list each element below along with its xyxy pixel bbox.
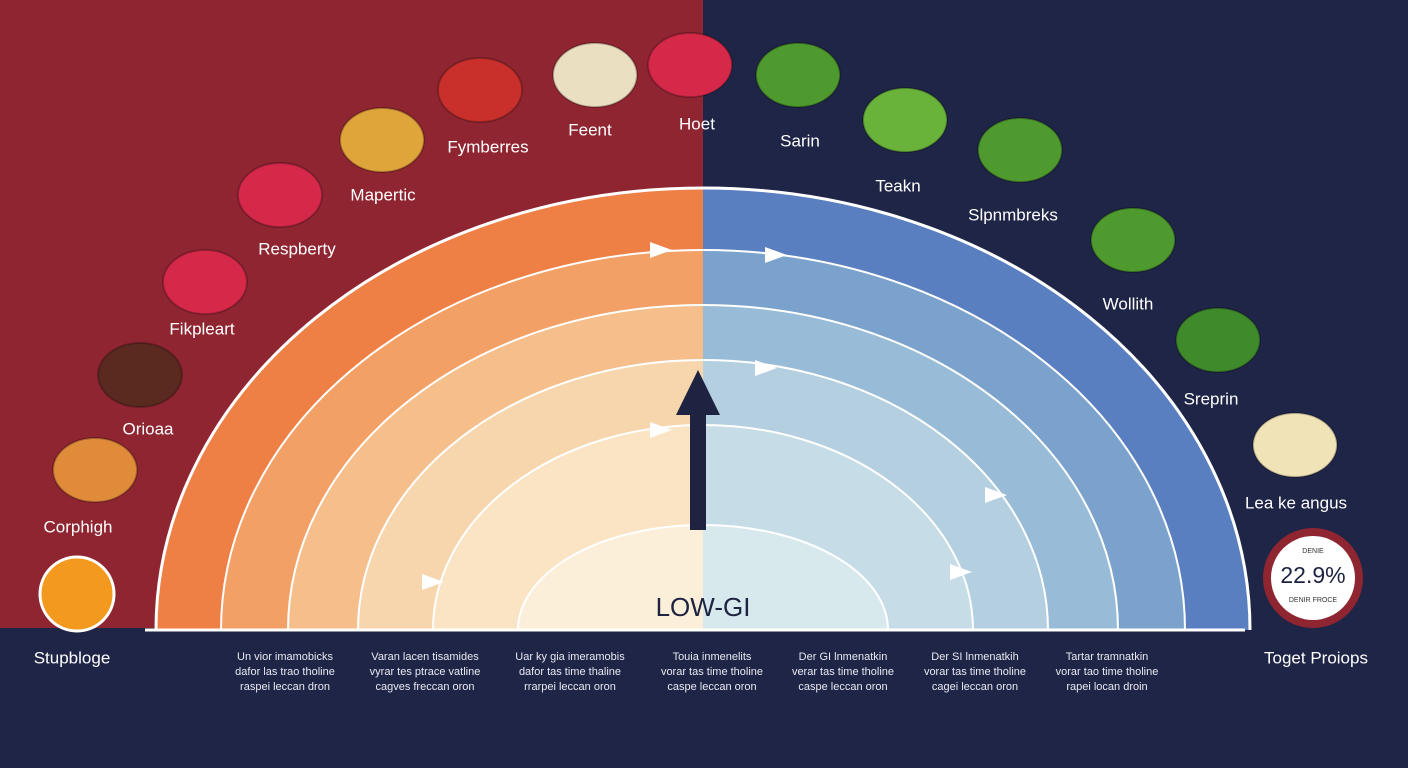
arc-line — [357, 359, 1049, 631]
food-icon — [339, 107, 425, 173]
food-icon — [552, 42, 638, 108]
column-text: Der GI lnmenatkin — [799, 651, 888, 663]
food-label: Hoet — [679, 114, 715, 133]
column-text: Touia inmenelits — [673, 651, 752, 663]
arc-line — [154, 186, 1252, 631]
food-label: Respberty — [258, 239, 336, 258]
column-text: Tartar tramnatkin — [1066, 651, 1149, 663]
column-text: vorar tas time tholine — [924, 666, 1026, 678]
food-icon — [52, 437, 138, 503]
food-label: Sreprin — [1184, 389, 1239, 408]
food-icon — [162, 249, 248, 315]
flow-arrow — [950, 564, 972, 580]
flow-arrow — [650, 242, 672, 258]
food-label: Mapertic — [350, 185, 416, 204]
column-text: Der SI lnmenatkih — [931, 651, 1018, 663]
arc-line — [287, 304, 1119, 631]
center-label: LOW-GI — [656, 592, 751, 622]
column-text: cagves freccan oron — [375, 681, 474, 693]
food-icon — [977, 117, 1063, 183]
food-label: Fikpleart — [169, 319, 234, 338]
food-label: Lea ke angus — [1245, 493, 1347, 512]
food-icon — [1252, 412, 1338, 478]
column-text: cagei leccan oron — [932, 681, 1018, 693]
bottom-bg — [0, 628, 1408, 768]
badge-bottom: DENIR FROCE — [1289, 597, 1338, 604]
food-label: Orioaa — [122, 419, 174, 438]
column-text: verar tas time tholine — [792, 666, 894, 678]
arc-line — [220, 249, 1186, 631]
column-text: dafor tas time thaline — [519, 666, 621, 678]
food-icon — [862, 87, 948, 153]
arc-band-right — [703, 525, 888, 630]
food-label: Corphigh — [44, 517, 113, 536]
column-text: rapei locan droin — [1066, 681, 1147, 693]
flow-arrow — [422, 574, 444, 590]
flow-arrow — [765, 247, 787, 263]
food-label: Fymberres — [447, 137, 528, 156]
badge-value: 22.9% — [1280, 562, 1345, 588]
column-text: Un vior imamobicks — [237, 651, 333, 663]
column-text: dafor las trao tholine — [235, 666, 335, 678]
up-arrow — [676, 370, 720, 530]
arc-band-left — [518, 525, 703, 630]
flow-arrow — [985, 487, 1007, 503]
flow-arrow — [650, 422, 672, 438]
column-text: vorar tao time tholine — [1056, 666, 1159, 678]
arc-diagram — [145, 186, 1252, 632]
food-label: Teakn — [875, 176, 920, 195]
food-icon — [97, 342, 183, 408]
column-text: caspe leccan oron — [798, 681, 887, 693]
food-icon — [437, 57, 523, 123]
food-icon — [1175, 307, 1261, 373]
column-text: raspei leccan dron — [240, 681, 330, 693]
column-text: Uar ky gia imeramobis — [515, 651, 625, 663]
column-text: rrarpei leccan oron — [524, 681, 616, 693]
food-icon — [755, 42, 841, 108]
food-label: Wollith — [1103, 294, 1154, 313]
column-text: vorar tas time tholine — [661, 666, 763, 678]
column-text: vyrar tes ptrace vatline — [370, 666, 481, 678]
food-icon — [1090, 207, 1176, 273]
bottom-right-label: Toget Proiops — [1264, 648, 1368, 667]
bottom-left-label: Stupbloge — [34, 648, 111, 667]
flow-arrow — [755, 360, 777, 376]
food-label: Sarin — [780, 131, 820, 150]
food-icon — [647, 32, 733, 98]
food-label: Slpnmbreks — [968, 205, 1058, 224]
food-icon — [38, 555, 116, 633]
badge-top: DENIE — [1302, 548, 1324, 555]
column-text: Varan lacen tisamides — [371, 651, 479, 663]
column-text: caspe leccan oron — [667, 681, 756, 693]
badge: DENIE 22.9% DENIR FROCE — [1263, 528, 1363, 628]
food-icon — [237, 162, 323, 228]
food-label: Feent — [568, 120, 612, 139]
